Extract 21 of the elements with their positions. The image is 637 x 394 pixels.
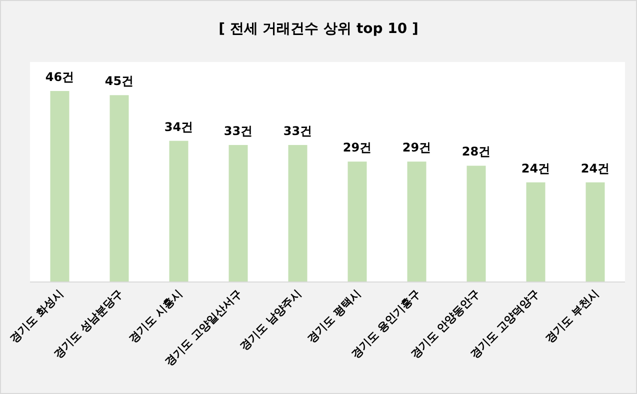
data-label: 24건 bbox=[521, 161, 550, 176]
bar bbox=[288, 144, 308, 282]
bar bbox=[466, 166, 486, 282]
chart-title: [ 전세 거래건수 상위 top 10 ] bbox=[218, 21, 418, 37]
data-label: 34건 bbox=[164, 120, 194, 134]
bar bbox=[110, 95, 129, 282]
data-label: 28건 bbox=[462, 144, 491, 159]
bar bbox=[407, 162, 426, 282]
bar bbox=[50, 91, 70, 282]
bar bbox=[348, 162, 367, 282]
data-label: 29건 bbox=[402, 140, 432, 155]
bar bbox=[586, 182, 605, 282]
data-label: 24건 bbox=[580, 161, 610, 176]
data-label: 46건 bbox=[45, 70, 74, 84]
bar bbox=[526, 182, 546, 282]
bar bbox=[228, 144, 248, 282]
data-label: 29건 bbox=[342, 140, 372, 155]
data-label: 33건 bbox=[283, 124, 312, 138]
bar bbox=[169, 140, 188, 282]
data-label: 45건 bbox=[104, 74, 134, 88]
data-label: 33건 bbox=[224, 124, 253, 138]
